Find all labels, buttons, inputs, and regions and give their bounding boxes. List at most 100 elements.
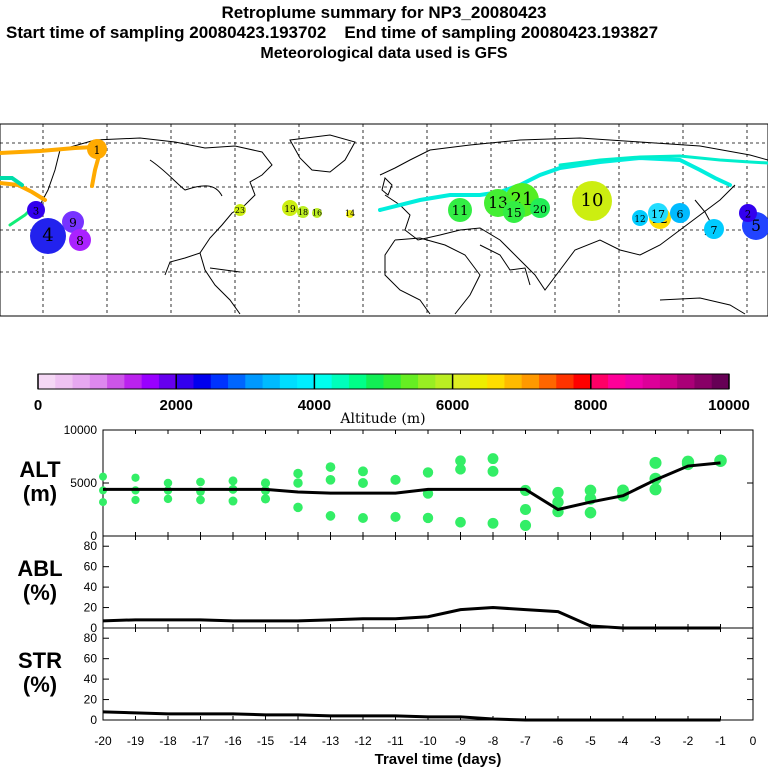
map-marker-label: 13 — [488, 194, 508, 212]
map-marker — [69, 229, 91, 251]
y-tick-label: 0 — [90, 529, 97, 543]
alt-scatter-point — [455, 455, 466, 467]
panel-label: (m) — [23, 481, 57, 506]
colorbar-swatch — [107, 374, 125, 389]
y-tick-label: 5000 — [70, 476, 97, 490]
x-tick-label: -12 — [354, 734, 372, 748]
panel-label: (%) — [23, 672, 57, 697]
colorbar-swatch — [469, 374, 488, 389]
map-marker — [234, 204, 246, 216]
map-marker-label: 23 — [235, 206, 245, 215]
colorbar-swatch — [279, 374, 298, 389]
x-tick-label: -10 — [419, 734, 437, 748]
y-tick-label: 60 — [84, 560, 98, 574]
alt-scatter-point — [584, 506, 597, 519]
colorbar-swatch — [38, 374, 56, 389]
alt-scatter-point — [131, 473, 140, 482]
colorbar-tick-label: 4000 — [298, 397, 331, 414]
y-tick-label: 40 — [84, 672, 98, 686]
alt-scatter-point — [325, 462, 336, 472]
y-tick-label: 20 — [84, 693, 98, 707]
alt-scatter-point — [487, 517, 499, 529]
map-markers: 2113231918161422201512101117987654321 — [27, 139, 768, 254]
map-marker — [648, 203, 668, 223]
colorbar-tick-label: 6000 — [436, 397, 469, 414]
alt-scatter-point — [422, 512, 434, 524]
colorbar-swatch — [331, 374, 350, 389]
alt-scatter-point — [358, 513, 368, 523]
map-marker-label: 16 — [312, 209, 322, 218]
map-marker-label: 8 — [76, 234, 84, 248]
alt-scatter-point — [649, 456, 662, 469]
panel-label: ABL — [17, 556, 62, 581]
alt-scatter-point — [163, 494, 173, 504]
met-data-label: Meteorological data used is GFS — [260, 45, 508, 62]
map-marker-label: 9 — [69, 216, 77, 230]
alt-scatter-point — [649, 483, 662, 496]
altitude-colorbar: 0 2000 4000 6000 8000 10000 Altitude (m) — [34, 373, 750, 427]
map-marker-label: 20 — [533, 203, 547, 216]
alt-scatter-point — [99, 472, 107, 481]
alt-scatter-point — [390, 511, 401, 522]
colorbar-swatch — [504, 374, 523, 389]
x-tick-label: 0 — [750, 734, 757, 748]
map-marker-label: 2 — [745, 210, 751, 221]
alt-scatter-point — [487, 453, 499, 465]
colorbar-label: Altitude (m) — [339, 411, 425, 427]
x-tick-label: -20 — [94, 734, 112, 748]
colorbar-swatch — [228, 374, 246, 389]
map-marker-label: 11 — [452, 204, 469, 219]
colorbar-swatch — [383, 374, 402, 389]
colorbar-swatch — [366, 374, 384, 389]
series-line — [102, 710, 721, 722]
alt-scatter-point — [390, 474, 401, 485]
colorbar-tick-label: 8000 — [574, 397, 607, 414]
map-marker-label: 15 — [506, 206, 521, 220]
alt-scatter-point — [260, 478, 271, 488]
map-marker — [704, 219, 724, 239]
colorbar-swatch — [538, 374, 557, 389]
y-tick-label: 10000 — [64, 423, 98, 437]
colorbar-swatch — [193, 374, 212, 389]
x-tick-label: -5 — [585, 734, 596, 748]
colorbar-tick-label: 2000 — [160, 397, 193, 414]
x-tick-label: -3 — [650, 734, 661, 748]
map-marker — [87, 139, 107, 159]
map-marker-label: 18 — [298, 208, 308, 217]
map-marker — [282, 200, 298, 216]
map-marker-label: 3 — [33, 207, 39, 218]
x-tick-label: -14 — [289, 734, 307, 748]
x-tick-label: -6 — [553, 734, 564, 748]
alt-scatter-point — [196, 477, 205, 487]
colorbar-swatch — [625, 374, 644, 389]
series-line — [103, 461, 721, 512]
alt-scatter-point — [714, 454, 727, 468]
y-tick-label: 20 — [84, 601, 98, 615]
colorbar-swatch — [677, 374, 695, 389]
colorbar-swatch — [573, 374, 592, 389]
map-marker — [503, 201, 525, 223]
end-time-label: End time of sampling 20080423.193827 — [344, 23, 659, 42]
map-marker — [30, 218, 66, 254]
alt-scatter-point — [325, 511, 336, 521]
x-tick-label: -1 — [715, 734, 726, 748]
x-tick-label: -9 — [455, 734, 466, 748]
alt-scatter-point — [131, 495, 140, 505]
colorbar-swatch — [642, 374, 661, 389]
colorbar-swatch — [452, 374, 471, 389]
map-marker-label: 4 — [42, 225, 53, 246]
time-series-panels: 1000050000ALT(m)806040200ABL(%)806040200… — [17, 423, 756, 768]
colorbar-swatch — [55, 374, 74, 389]
alt-scatter-point — [358, 466, 368, 477]
chart-title: Retroplume summary for NP3_20080423 — [221, 3, 547, 22]
x-tick-label: -11 — [387, 734, 404, 748]
panel-content: 1000050000ALT(m)806040200ABL(%)806040200… — [17, 423, 756, 768]
alt-scatter-point — [228, 496, 238, 506]
map-marker — [62, 211, 84, 233]
map-marker — [312, 208, 322, 218]
map-marker-label: 5 — [751, 217, 761, 235]
alt-scatter-point — [196, 495, 205, 505]
colorbar-swatch — [418, 374, 436, 389]
colorbar-swatch — [487, 374, 505, 389]
